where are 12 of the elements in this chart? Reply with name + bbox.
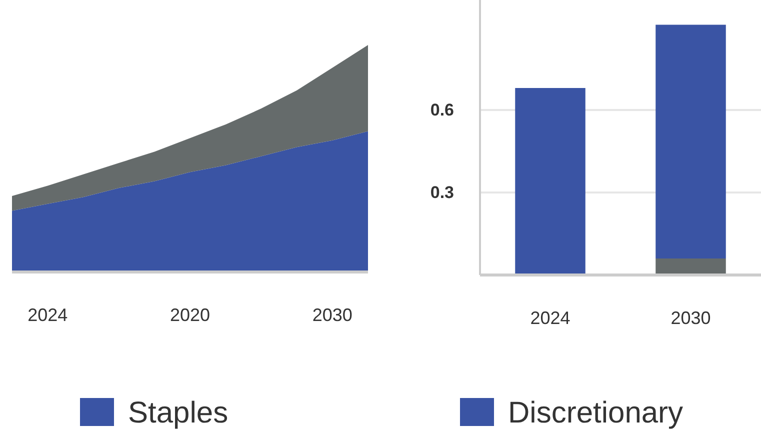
bar [515,88,586,275]
bar [656,258,726,275]
x-tick-label: 2030 [670,308,711,328]
x-tick-label: 2024 [28,304,68,325]
legend-label: Staples [128,396,228,430]
x-tick-label: 2020 [170,304,210,325]
bar [656,24,726,258]
y-tick-label: 0.6 [430,100,454,120]
x-tick-label: 2030 [312,304,352,325]
legend-label: Discretionary [508,396,684,430]
y-tick-label: 0.3 [430,182,454,202]
x-tick-label: 2024 [530,308,570,328]
